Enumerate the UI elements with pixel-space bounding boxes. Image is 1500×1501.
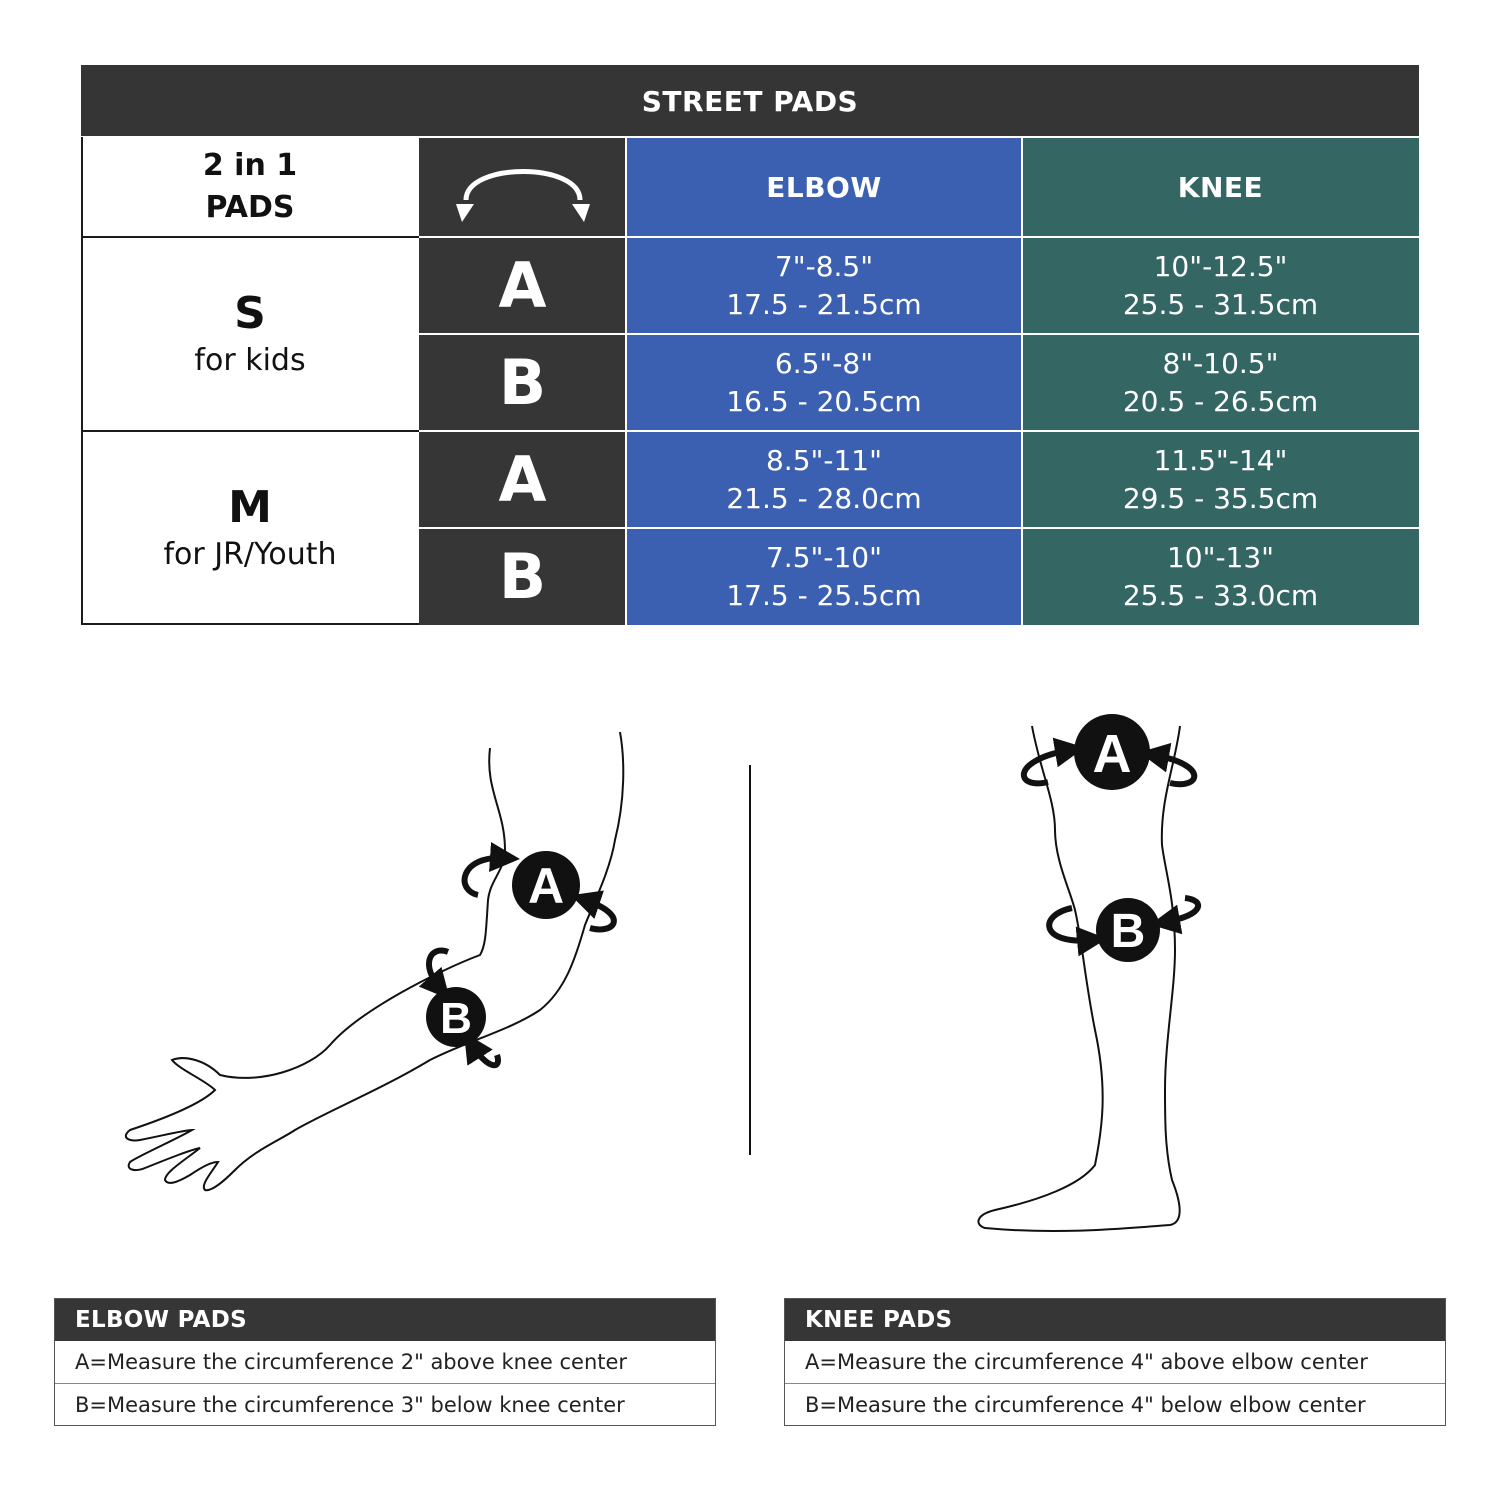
size-s-label: S <box>234 288 266 339</box>
knee-inches: 8"-10.5" <box>1162 346 1279 380</box>
knee-header-cell: KNEE <box>1022 137 1419 237</box>
svg-text:B: B <box>1111 905 1146 958</box>
rotate-arrow-icon <box>1150 895 1202 935</box>
grid-line <box>625 137 627 625</box>
elbow-pads-line-a: A=Measure the circumference 2" above kne… <box>75 1350 628 1374</box>
table-border <box>81 623 419 625</box>
point-letter: B <box>498 346 547 419</box>
point-letter: B <box>498 540 547 613</box>
knee-value-cell: 8"-10.5" 20.5 - 26.5cm <box>1022 334 1419 431</box>
rotate-arrow-icon <box>418 947 450 1000</box>
point-cell: A <box>419 431 626 528</box>
table-border <box>81 430 419 432</box>
knee-pads-line-b: B=Measure the circumference 4" below elb… <box>785 1383 1445 1425</box>
circumference-arrow-icon <box>455 169 590 222</box>
grid-line <box>81 136 1419 138</box>
elbow-column-header: ELBOW <box>766 170 882 204</box>
grid-line <box>419 527 1419 529</box>
size-table: STREET PADS 2 in 1 PADS ELBOW KNEE S for… <box>81 65 1419 625</box>
elbow-cm: 17.5 - 21.5cm <box>726 287 922 321</box>
corner-cell: 2 in 1 PADS <box>81 137 419 237</box>
knee-cm: 29.5 - 35.5cm <box>1122 481 1319 515</box>
size-m-desc: for JR/Youth <box>163 537 337 572</box>
knee-cm: 20.5 - 26.5cm <box>1122 384 1319 418</box>
arm-outline-illustration <box>124 731 625 1192</box>
knee-value-cell: 10"-12.5" 25.5 - 31.5cm <box>1022 237 1419 334</box>
knee-cm: 25.5 - 31.5cm <box>1122 287 1319 321</box>
elbow-value-cell: 7"-8.5" 17.5 - 21.5cm <box>626 237 1022 334</box>
elbow-inches: 8.5"-11" <box>765 443 883 477</box>
elbow-value-cell: 7.5"-10" 17.5 - 25.5cm <box>626 528 1022 625</box>
rotate-arrow-icon <box>1139 742 1198 788</box>
grid-line <box>419 430 1419 432</box>
table-border <box>81 137 83 625</box>
pads-type-label: 2 in 1 PADS <box>202 148 298 225</box>
point-letter: A <box>498 249 547 322</box>
knee-pads-box: KNEE PADS A=Measure the circumference 4"… <box>784 1298 1446 1426</box>
rotate-arrow-icon <box>463 1032 501 1069</box>
size-m-cell: M for JR/Youth <box>81 431 419 625</box>
table-border <box>81 236 419 238</box>
svg-text:A: A <box>1093 724 1132 784</box>
leg-marker-a: A <box>1021 714 1198 790</box>
knee-inches: 10"-12.5" <box>1153 249 1288 283</box>
grid-line <box>419 333 1419 335</box>
elbow-cm: 21.5 - 28.0cm <box>726 481 922 515</box>
svg-text:B: B <box>440 994 472 1043</box>
knee-column-header: KNEE <box>1177 170 1264 204</box>
elbow-header-cell: ELBOW <box>626 137 1022 237</box>
elbow-pads-line-b: B=Measure the circumference 3" below kne… <box>55 1383 715 1425</box>
elbow-pads-box: ELBOW PADS A=Measure the circumference 2… <box>54 1298 716 1426</box>
elbow-inches: 6.5"-8" <box>774 346 874 380</box>
size-m-label: M <box>228 482 272 533</box>
leg-marker-b: B <box>1046 895 1202 962</box>
leg-outline-illustration <box>977 725 1181 1232</box>
knee-inches: 11.5"-14" <box>1153 443 1288 477</box>
rotate-arrow-icon <box>1021 737 1085 787</box>
elbow-inches: 7"-8.5" <box>774 249 874 283</box>
svg-text:A: A <box>528 858 564 914</box>
rotate-arrow-icon <box>570 890 617 933</box>
knee-pads-line-a: A=Measure the circumference 4" above elb… <box>805 1350 1368 1374</box>
point-cell: B <box>419 528 626 625</box>
knee-inches: 10"-13" <box>1166 540 1275 574</box>
knee-pads-title: KNEE PADS <box>785 1299 1445 1341</box>
rotate-arrow-icon <box>1046 905 1107 957</box>
measurement-illustrations: A B A B <box>0 640 1500 1280</box>
table-title: STREET PADS <box>81 65 1419 137</box>
elbow-value-cell: 8.5"-11" 21.5 - 28.0cm <box>626 431 1022 528</box>
point-cell: A <box>419 237 626 334</box>
circumference-header-cell <box>419 137 626 237</box>
elbow-pads-title: ELBOW PADS <box>55 1299 715 1341</box>
point-letter: A <box>498 443 547 516</box>
grid-line <box>1021 137 1023 625</box>
arm-marker-a: A <box>461 842 617 933</box>
size-s-cell: S for kids <box>81 237 419 431</box>
elbow-cm: 17.5 - 25.5cm <box>726 578 922 612</box>
knee-cm: 25.5 - 33.0cm <box>1122 578 1319 612</box>
point-cell: B <box>419 334 626 431</box>
size-s-desc: for kids <box>194 343 306 378</box>
knee-value-cell: 11.5"-14" 29.5 - 35.5cm <box>1022 431 1419 528</box>
knee-value-cell: 10"-13" 25.5 - 33.0cm <box>1022 528 1419 625</box>
grid-line <box>419 236 1419 238</box>
illustration-canvas: A B A B <box>124 714 1202 1232</box>
elbow-cm: 16.5 - 20.5cm <box>726 384 922 418</box>
rotate-arrow-icon <box>461 842 520 898</box>
elbow-inches: 7.5"-10" <box>765 540 883 574</box>
arm-marker-b: B <box>418 947 501 1069</box>
elbow-value-cell: 6.5"-8" 16.5 - 20.5cm <box>626 334 1022 431</box>
